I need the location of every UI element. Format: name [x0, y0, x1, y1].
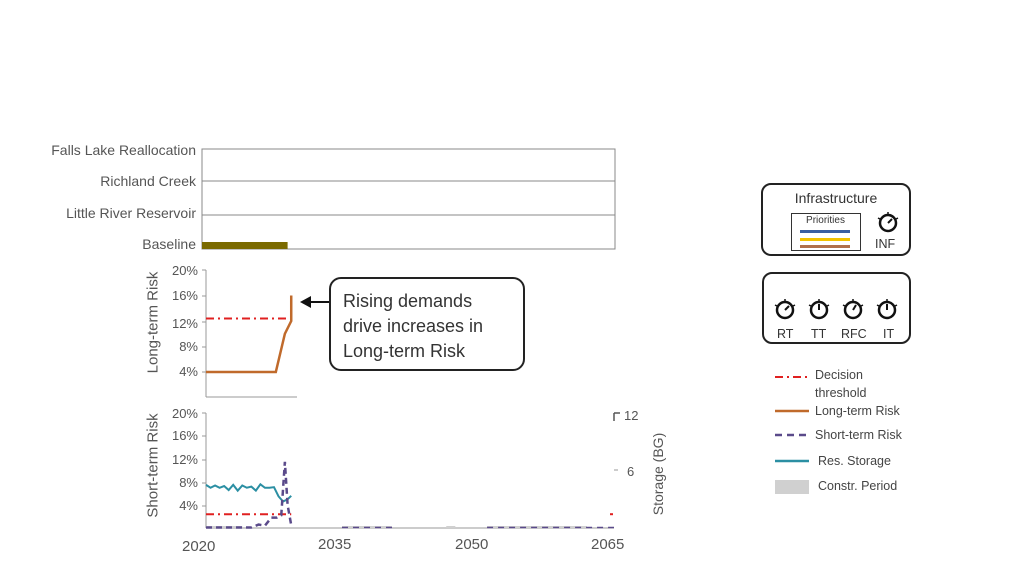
legend-swatch-short-term [775, 433, 809, 437]
st-tick-16: 16% [171, 428, 198, 443]
legend-label-constr: Constr. Period [818, 479, 898, 493]
lt-tick-20: 20% [171, 263, 198, 278]
priority-bar-yellow [800, 238, 850, 241]
lane-label-baseline: Baseline [142, 236, 196, 252]
legend-swatch-long-term [775, 409, 809, 413]
st-tick-20: 20% [171, 406, 198, 421]
x-tick-2020: 2020 [182, 538, 216, 555]
x-tick-2050: 2050 [455, 536, 489, 553]
callout-line-2: drive increases in [343, 316, 484, 336]
x-tick-2065: 2065 [591, 536, 625, 553]
st-tick-12: 12% [171, 452, 198, 467]
dials-panel: RT TT RFC IT [762, 272, 911, 344]
legend-label-threshold-1: Decision [815, 368, 863, 382]
callout-box: Rising demands drive increases in Long-t… [329, 277, 525, 371]
it-dial-label: IT [883, 327, 895, 341]
it-dial-icon[interactable] [875, 298, 899, 322]
tt-dial-icon[interactable] [807, 298, 831, 322]
infrastructure-panel: Infrastructure Priorities INF [761, 183, 911, 256]
gantt-chart [201, 148, 616, 250]
callout-arrow [300, 296, 329, 308]
long-term-risk-chart [202, 269, 297, 398]
rt-dial-icon[interactable] [773, 298, 797, 322]
legend-label-storage: Res. Storage [818, 454, 891, 468]
lane-label-falls-lake: Falls Lake Reallocation [51, 142, 196, 158]
storage-line [205, 482, 292, 503]
priority-bar-brown [800, 245, 850, 248]
lt-tick-8: 8% [179, 339, 198, 354]
lane-label-little-river: Little River Reservoir [66, 205, 196, 221]
tt-dial-label: TT [811, 327, 827, 341]
priorities-label: Priorities [806, 215, 845, 226]
lt-tick-12: 12% [171, 316, 198, 331]
st-tick-4: 4% [179, 498, 198, 513]
x-tick-2035: 2035 [318, 536, 352, 553]
callout-line-1: Rising demands [343, 291, 473, 311]
storage-tick-12: 12 [624, 408, 639, 423]
priorities-box: Priorities [791, 213, 861, 251]
inf-dial-icon[interactable] [876, 211, 900, 235]
rt-dial-label: RT [777, 327, 794, 341]
inf-dial-label: INF [875, 237, 896, 251]
lt-tick-16: 16% [171, 288, 198, 303]
lt-risk-line [206, 295, 293, 374]
storage-tick-6: 6 [627, 464, 635, 479]
legend-label-threshold-2: threshold [815, 386, 867, 400]
st-tick-8: 8% [179, 475, 198, 490]
short-term-risk-chart [202, 412, 620, 529]
gantt-bar-baseline [202, 242, 288, 249]
rfc-dial-icon[interactable] [841, 298, 865, 322]
lt-tick-4: 4% [179, 364, 198, 379]
legend-label-long-term: Long-term Risk [815, 404, 900, 418]
gantt-frame [201, 148, 616, 250]
lane-label-richland-creek: Richland Creek [100, 173, 196, 189]
legend-swatch-threshold [775, 376, 809, 378]
callout-line-3: Long-term Risk [343, 341, 466, 361]
rfc-dial-label: RFC [841, 327, 867, 341]
priority-bar-blue [800, 230, 850, 233]
legend-swatch-constr [775, 480, 809, 494]
infrastructure-title: Infrastructure [794, 190, 878, 206]
legend-label-short-term: Short-term Risk [815, 428, 902, 442]
legend-swatch-storage [775, 459, 809, 463]
